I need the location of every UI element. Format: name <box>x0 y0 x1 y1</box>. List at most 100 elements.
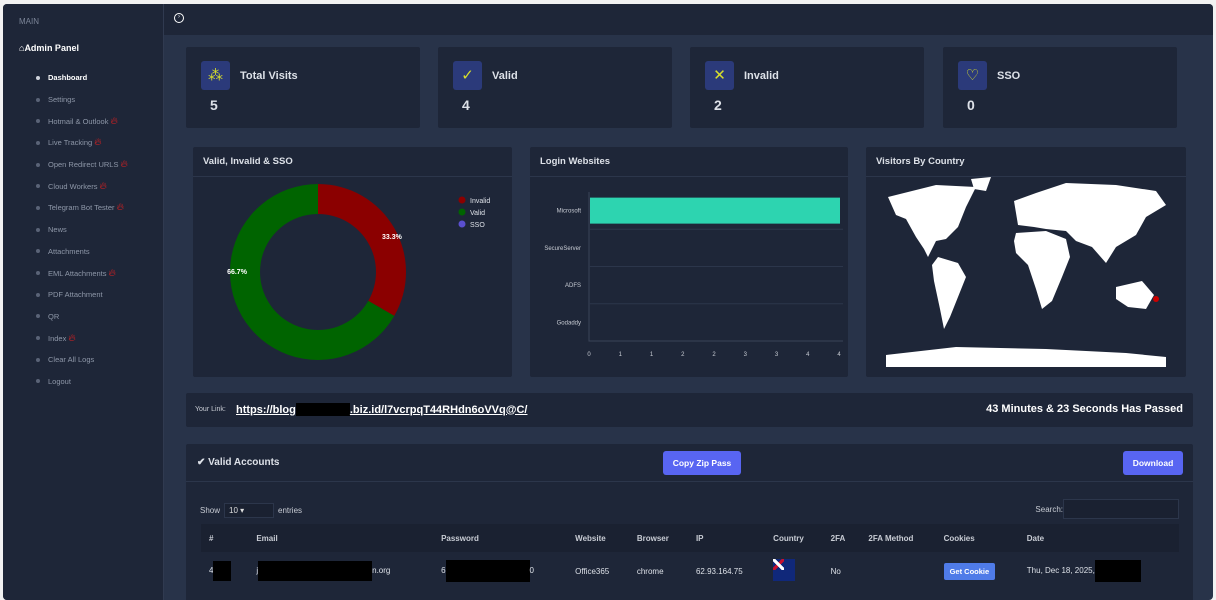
column-header[interactable]: Website <box>567 524 629 552</box>
world-map <box>886 177 1166 367</box>
fire-icon: 🔥︎ <box>68 332 76 344</box>
legend-label: Invalid <box>470 198 490 205</box>
x-tick-label: 2 <box>681 352 685 358</box>
sidebar-item-live-tracking[interactable]: Live Tracking 🔥︎ <box>36 132 128 154</box>
stat-label: Invalid <box>744 70 779 82</box>
login-websites-card: Login Websites Microsoft SecureServer ADFS… <box>530 147 848 377</box>
shield-check-icon: ✓ <box>453 61 482 90</box>
admin-panel-heading[interactable]: ⌂Admin Panel <box>19 43 79 53</box>
table-row: 4 jn.org 60 Office365 chrome 62.93.164.7… <box>201 552 1179 590</box>
bullet-icon <box>36 75 40 80</box>
sidebar-nav: Dashboard Settings Hotmail & Outlook 🔥︎ Live… <box>36 67 128 392</box>
sidebar-item-index[interactable]: Index 🔥︎ <box>36 327 128 349</box>
fire-icon: 🔥︎ <box>120 159 128 171</box>
website-cell: Office365 <box>575 566 610 576</box>
sidebar-item-settings[interactable]: Settings <box>36 89 128 111</box>
page-size-select[interactable]: 10 ▾ <box>224 503 275 518</box>
card-title: Visitors By Country <box>866 147 1186 177</box>
phishing-link[interactable]: https://blog .biz.id/l7vcrpqT44RHdn6oVVq@… <box>236 403 528 416</box>
stat-card-invalid: ✕ Invalid 2 <box>690 47 924 128</box>
legend-marker <box>458 208 466 216</box>
bullet-icon <box>36 357 40 362</box>
column-header[interactable]: 2FA <box>822 524 861 552</box>
column-header[interactable]: Cookies <box>935 524 1019 552</box>
menu-toggle-icon[interactable]: › <box>174 13 184 23</box>
bullet-icon <box>36 227 40 232</box>
search-input[interactable] <box>1063 499 1179 519</box>
get-cookie-button[interactable]: Get Cookie <box>943 562 996 580</box>
link-bar: Your Link: https://blog .biz.id/l7vcrpqT4… <box>186 393 1193 427</box>
axis <box>588 192 843 342</box>
2fa-method-cell <box>860 552 935 590</box>
sidebar-item-telegram-bot-tester[interactable]: Telegram Bot Tester 🔥︎ <box>36 197 128 219</box>
x-tick-label: 0 <box>587 352 591 358</box>
legend-marker <box>458 196 466 204</box>
check-circle-icon: ✔ <box>197 457 206 468</box>
donut-chart: 33.3% 66.7% Invalid Valid SSO <box>227 184 490 360</box>
fire-icon: 🔥︎ <box>99 180 107 192</box>
column-header[interactable]: Date <box>1018 524 1179 552</box>
stat-value: 0 <box>967 97 975 113</box>
x-tick-label: 1 <box>650 352 654 358</box>
stat-card-sso: ♡ SSO 0 <box>943 47 1177 128</box>
sidebar-item-clear-all-logs[interactable]: Clear All Logs <box>36 349 128 371</box>
bullet-icon <box>36 292 40 297</box>
sidebar-item-open-redirect-urls[interactable]: Open Redirect URLS 🔥︎ <box>36 154 128 176</box>
bar-microsoft[interactable] <box>590 197 840 224</box>
sidebar-section-label: MAIN <box>19 17 39 26</box>
sidebar-item-pdf-attachment[interactable]: PDF Attachment <box>36 284 128 306</box>
copy-zip-pass-button[interactable]: Copy Zip Pass <box>663 451 741 475</box>
slice-label: 66.7% <box>227 269 248 276</box>
sso-icon: ♡ <box>958 61 987 90</box>
sidebar-item-dashboard[interactable]: Dashboard <box>36 67 128 89</box>
stat-label: Valid <box>492 70 518 82</box>
x-tick-label: 2 <box>712 352 716 358</box>
sidebar-item-qr[interactable]: QR <box>36 306 128 328</box>
card-title: Valid, Invalid & SSO <box>193 147 512 177</box>
sidebar-item-cloud-workers[interactable]: Cloud Workers 🔥︎ <box>36 175 128 197</box>
legend-label: Valid <box>470 210 485 217</box>
column-header[interactable]: # <box>201 524 249 552</box>
column-header[interactable]: Password <box>433 524 568 552</box>
bullet-icon <box>36 271 40 276</box>
column-header[interactable]: 2FA Method <box>860 524 936 552</box>
sidebar-item-news[interactable]: News <box>36 219 128 241</box>
fire-icon: 🔥︎ <box>116 202 124 214</box>
x-tick-label: 4 <box>837 352 841 358</box>
sidebar-item-logout[interactable]: Logout <box>36 371 128 393</box>
valid-accounts-panel: ✔ Valid Accounts Copy Zip Pass Download … <box>186 444 1193 600</box>
stat-value: 5 <box>210 97 218 113</box>
fire-icon: 🔥︎ <box>108 267 116 279</box>
column-header[interactable]: Browser <box>628 524 688 552</box>
bar-chart: Microsoft SecureServer ADFS Godaddy 0 1 1 2 2 3 3 4… <box>544 192 843 358</box>
stat-value: 4 <box>462 97 470 113</box>
category-label: Godaddy <box>557 320 581 326</box>
shield-x-icon: ✕ <box>705 61 734 90</box>
stat-card-total-visits: ⁂ Total Visits 5 <box>186 47 420 128</box>
row-id: 4 <box>201 552 248 590</box>
home-icon: ⌂ <box>19 43 25 53</box>
column-header[interactable]: Email <box>248 524 434 552</box>
bullet-icon <box>36 162 40 167</box>
legend-label: SSO <box>470 222 485 229</box>
date-cell: Thu, Dec 18, 2025, <box>1019 552 1179 590</box>
slice-invalid[interactable] <box>318 184 406 316</box>
fire-icon: 🔥︎ <box>94 137 102 149</box>
link-label: Your Link: <box>195 406 226 413</box>
stat-label: Total Visits <box>240 70 298 82</box>
category-label: ADFS <box>565 283 581 289</box>
column-header[interactable]: Country <box>765 524 823 552</box>
category-label: Microsoft <box>557 209 582 215</box>
sidebar-item-attachments[interactable]: Attachments <box>36 241 128 263</box>
sidebar-item-hotmail-outlook[interactable]: Hotmail & Outlook 🔥︎ <box>36 110 128 132</box>
search-control: Search: <box>1035 499 1179 519</box>
slice-valid[interactable] <box>229 184 395 360</box>
sidebar-item-eml-attachments[interactable]: EML Attachments 🔥︎ <box>36 262 128 284</box>
column-header[interactable]: IP <box>687 524 766 552</box>
download-button[interactable]: Download <box>1123 451 1183 475</box>
visitors-map-card: Visitors By Country <box>866 147 1186 377</box>
fire-icon: 🔥︎ <box>110 115 118 127</box>
cookies-cell: Get Cookie <box>936 552 1019 590</box>
country-cell <box>765 552 822 590</box>
